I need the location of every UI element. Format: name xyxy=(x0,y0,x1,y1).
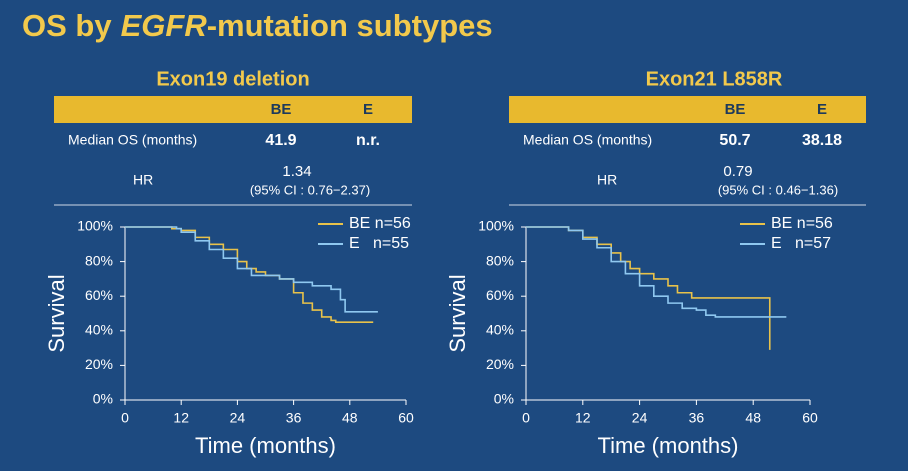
x-tick-label: 60 xyxy=(802,410,818,426)
y-tick-label: 100% xyxy=(77,218,113,234)
median-value: n.r. xyxy=(356,132,380,149)
hr-value: 1.34 xyxy=(282,163,311,180)
x-tick-label: 48 xyxy=(745,410,761,426)
x-tick-label: 60 xyxy=(398,410,414,426)
x-tick-label: 12 xyxy=(575,410,591,426)
title-part: EGFR xyxy=(121,8,208,43)
y-axis-label: Survival xyxy=(445,274,470,352)
table-header xyxy=(54,96,412,123)
survival-curve xyxy=(526,226,771,350)
x-tick-label: 36 xyxy=(286,410,302,426)
y-tick-label: 100% xyxy=(478,218,514,234)
y-axis-label: Survival xyxy=(44,274,69,352)
survival-curve xyxy=(526,226,787,318)
x-axis-label: Time (months) xyxy=(598,433,739,458)
x-tick-label: 36 xyxy=(689,410,705,426)
table-header xyxy=(509,96,866,123)
y-tick-label: 60% xyxy=(486,287,514,303)
y-tick-label: 0% xyxy=(494,391,514,407)
hr-ci: (95% CI : 0.76−2.37) xyxy=(250,182,370,197)
column-header: BE xyxy=(271,101,292,118)
hr-label: HR xyxy=(597,172,617,188)
x-tick-label: 12 xyxy=(173,410,189,426)
hr-value: 0.79 xyxy=(723,163,752,180)
x-tick-label: 24 xyxy=(632,410,648,426)
y-tick-label: 60% xyxy=(85,287,113,303)
x-tick-label: 0 xyxy=(121,410,129,426)
slide-title: OS by EGFR-mutation subtypes xyxy=(22,8,493,43)
x-axis-label: Time (months) xyxy=(195,433,336,458)
y-tick-label: 80% xyxy=(85,252,113,268)
legend-label: BE n=56 xyxy=(771,215,833,232)
y-tick-label: 40% xyxy=(486,322,514,338)
y-tick-label: 40% xyxy=(85,322,113,338)
survival-curve xyxy=(125,226,378,313)
hr-label: HR xyxy=(133,172,153,188)
x-tick-label: 0 xyxy=(522,410,530,426)
median-value: 41.9 xyxy=(265,132,296,149)
legend-label: E n=55 xyxy=(349,235,409,252)
legend-label: E n=57 xyxy=(771,235,831,252)
panel-title: Exon19 deletion xyxy=(156,68,309,90)
y-tick-label: 0% xyxy=(93,391,113,407)
median-label: Median OS (months) xyxy=(523,132,652,148)
hr-ci: (95% CI : 0.46−1.36) xyxy=(718,182,838,197)
title-part: OS by xyxy=(22,8,112,43)
median-value: 38.18 xyxy=(802,132,842,149)
panel-title: Exon21 L858R xyxy=(646,68,783,90)
median-label: Median OS (months) xyxy=(68,132,197,148)
y-tick-label: 20% xyxy=(486,356,514,372)
x-tick-label: 48 xyxy=(342,410,358,426)
column-header: E xyxy=(363,101,373,118)
x-tick-label: 24 xyxy=(230,410,246,426)
legend-label: BE n=56 xyxy=(349,215,411,232)
column-header: E xyxy=(817,101,827,118)
column-header: BE xyxy=(725,101,746,118)
y-tick-label: 20% xyxy=(85,356,113,372)
y-tick-label: 80% xyxy=(486,252,514,268)
median-value: 50.7 xyxy=(719,132,750,149)
title-part: -mutation subtypes xyxy=(207,8,493,43)
